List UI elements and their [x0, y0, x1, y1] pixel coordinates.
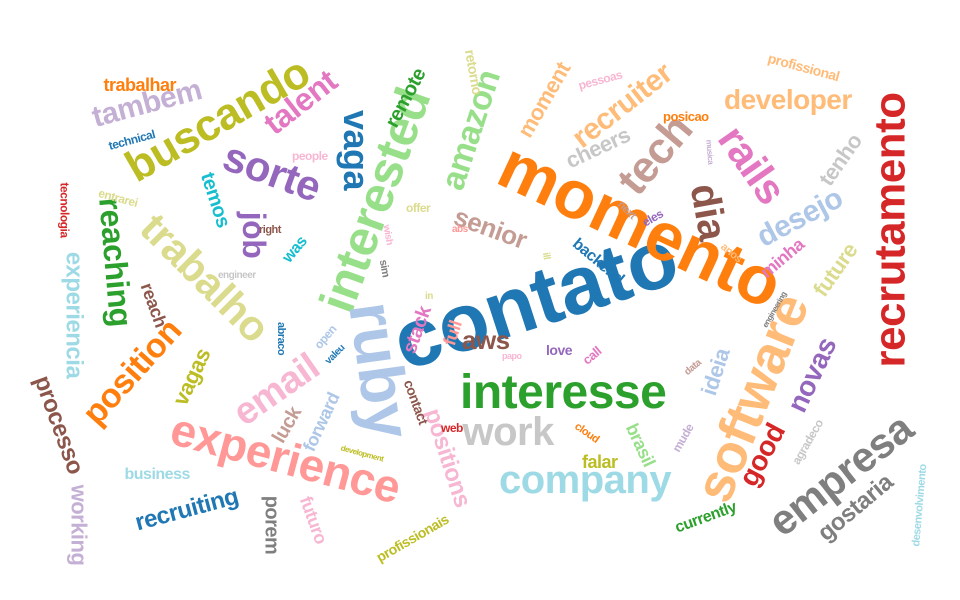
word-agradeco: agradeco — [788, 417, 826, 467]
word-reach: reach — [136, 280, 171, 330]
word-developer: developer — [724, 84, 852, 115]
word-posicao: posicao — [663, 108, 709, 124]
word-working: working — [65, 484, 91, 566]
word-dia: dia — [681, 180, 735, 244]
word-tecnologia: tecnologia — [57, 182, 72, 238]
word-ill: ill — [539, 251, 552, 261]
word-tenho: tenho — [813, 129, 867, 191]
word-mude: mude — [669, 421, 697, 455]
word-vaga: vaga — [336, 109, 378, 191]
word-porem: porem — [259, 495, 282, 555]
word-profissional: profissional — [765, 49, 841, 85]
word-wish: wish — [380, 223, 395, 246]
word-engineer: engineer — [218, 270, 256, 281]
word-aws: aws — [462, 325, 510, 355]
word-trabalhar: trabalhar — [103, 75, 177, 95]
word-reaching: reaching — [91, 195, 139, 329]
word-desenvolvimento: desenvolvimento — [910, 463, 930, 547]
word-web: web — [441, 421, 463, 435]
word-offer: offer — [406, 201, 431, 215]
word-abraco: abraco — [274, 321, 287, 355]
word-sim: sim — [376, 258, 392, 278]
word-in: in — [425, 291, 433, 302]
word-future: future — [807, 238, 863, 302]
word-profissionais: profissionais — [372, 510, 451, 566]
word-moment: moment — [511, 57, 575, 142]
word-musica: musica — [703, 139, 715, 165]
word-currently: currently — [672, 498, 739, 537]
word-was: was — [278, 233, 311, 267]
word-right: right — [259, 223, 281, 236]
word-call: call — [579, 342, 605, 368]
word-papo: papo — [502, 350, 522, 361]
word-processo: processo — [28, 371, 89, 478]
word-falar: falar — [582, 452, 618, 472]
word-love: love — [546, 342, 573, 358]
word-cloud: cloud — [571, 419, 601, 446]
word-sorte: sorte — [217, 132, 328, 211]
word-experiencia: experiencia — [59, 251, 87, 379]
word-recrutamento: recrutamento — [865, 92, 915, 368]
word-work: work — [462, 410, 555, 454]
word-abs: abs — [452, 224, 468, 235]
word-position: position — [75, 311, 190, 433]
word-people: people — [292, 149, 328, 163]
word-futuro: futuro — [295, 493, 331, 547]
word-recruiting: recruiting — [132, 482, 242, 537]
word-vagas: vagas — [167, 344, 216, 410]
word-interesse: interesse — [460, 366, 667, 419]
word-company: company — [499, 458, 672, 502]
word-business: business — [124, 466, 191, 483]
